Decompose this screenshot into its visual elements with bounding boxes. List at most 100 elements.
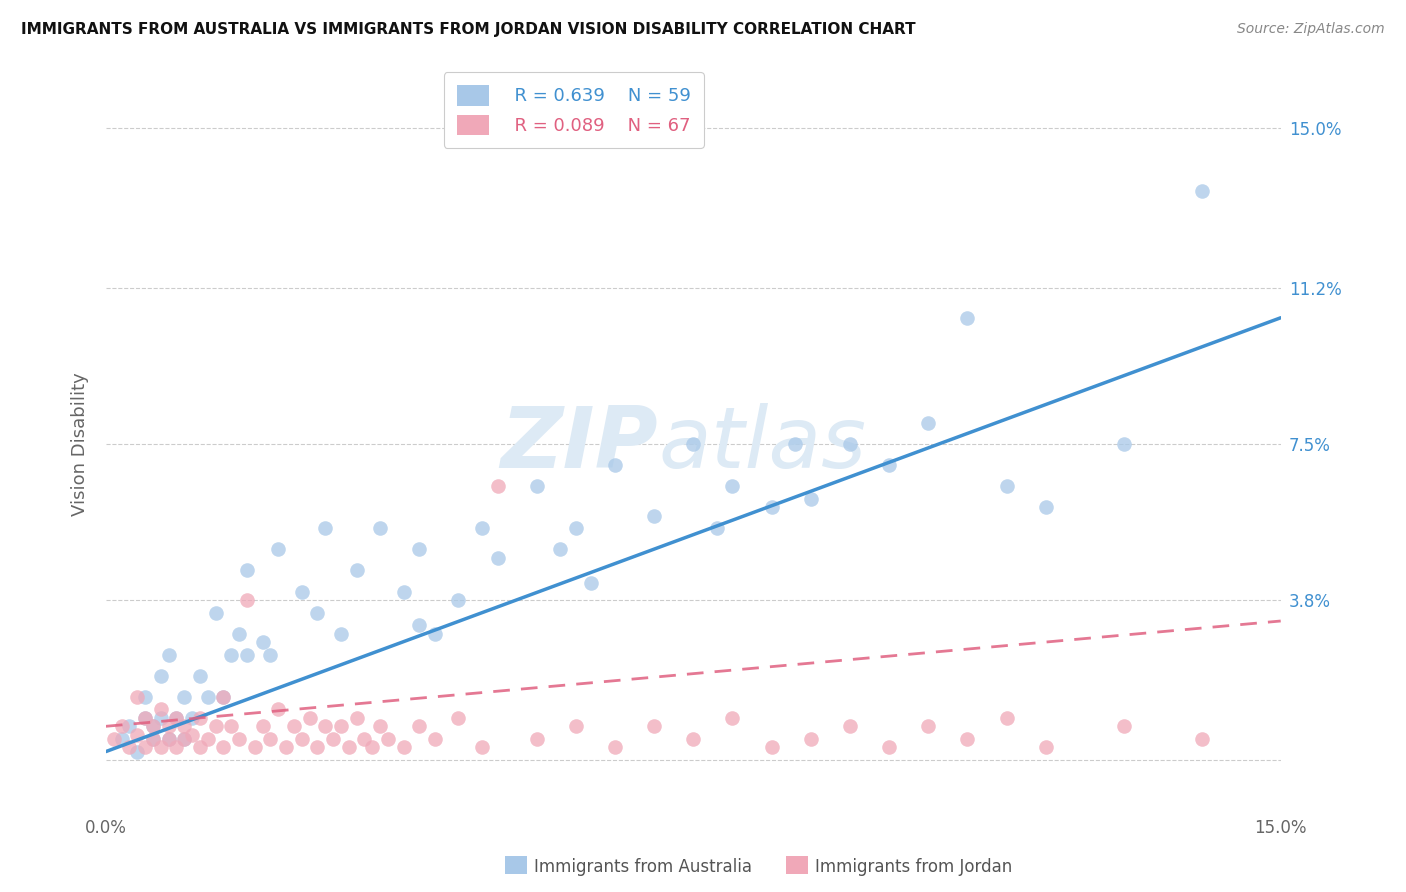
Point <box>721 711 744 725</box>
Point <box>643 719 665 733</box>
Text: atlas: atlas <box>658 402 866 485</box>
Point <box>197 731 219 746</box>
Point <box>329 626 352 640</box>
Point <box>188 711 211 725</box>
Point <box>329 719 352 733</box>
Point <box>228 626 250 640</box>
Point <box>408 542 430 557</box>
Text: Immigrants from Jordan: Immigrants from Jordan <box>815 858 1012 876</box>
Point <box>173 731 195 746</box>
Point <box>134 690 156 704</box>
Point <box>800 491 823 506</box>
Point <box>204 719 226 733</box>
Point <box>127 690 149 704</box>
Point <box>408 618 430 632</box>
Point <box>917 719 939 733</box>
Point <box>877 740 900 755</box>
Point <box>149 740 172 755</box>
Point <box>603 458 626 472</box>
Point <box>110 731 132 746</box>
Point <box>173 690 195 704</box>
Legend:   R = 0.639    N = 59,   R = 0.089    N = 67: R = 0.639 N = 59, R = 0.089 N = 67 <box>444 72 704 148</box>
Point <box>142 719 165 733</box>
Point <box>181 728 204 742</box>
Point <box>761 500 783 515</box>
Point <box>314 521 336 535</box>
Point <box>1191 731 1213 746</box>
Point <box>197 690 219 704</box>
Point <box>134 711 156 725</box>
Point <box>314 719 336 733</box>
Point <box>165 711 187 725</box>
Point <box>283 719 305 733</box>
Point <box>173 719 195 733</box>
Point <box>565 719 588 733</box>
Point <box>581 576 603 591</box>
Point <box>157 731 180 746</box>
Point <box>236 564 259 578</box>
Point <box>392 740 415 755</box>
Point <box>165 711 187 725</box>
Point <box>236 648 259 662</box>
Point <box>995 479 1018 493</box>
Point <box>118 740 141 755</box>
Point <box>346 564 368 578</box>
Point <box>486 550 509 565</box>
Point <box>995 711 1018 725</box>
Point <box>149 702 172 716</box>
Point <box>118 719 141 733</box>
Point <box>956 731 979 746</box>
Point <box>149 711 172 725</box>
Point <box>142 731 165 746</box>
Point <box>471 521 494 535</box>
Text: Immigrants from Australia: Immigrants from Australia <box>534 858 752 876</box>
Point <box>353 731 375 746</box>
Point <box>322 731 344 746</box>
Point <box>447 711 470 725</box>
Point <box>643 508 665 523</box>
Text: ZIP: ZIP <box>501 402 658 485</box>
Point <box>243 740 266 755</box>
Point <box>259 731 281 746</box>
Text: Source: ZipAtlas.com: Source: ZipAtlas.com <box>1237 22 1385 37</box>
Point <box>392 584 415 599</box>
Point <box>471 740 494 755</box>
Point <box>526 479 548 493</box>
Point <box>346 711 368 725</box>
Point <box>307 606 329 620</box>
Point <box>204 606 226 620</box>
Point <box>165 740 187 755</box>
Point <box>188 669 211 683</box>
Point <box>103 731 125 746</box>
Point <box>917 416 939 430</box>
Point <box>408 719 430 733</box>
Point <box>682 437 704 451</box>
Point <box>1035 740 1057 755</box>
Point <box>337 740 360 755</box>
Point <box>423 731 446 746</box>
Point <box>252 635 274 649</box>
Point <box>1191 185 1213 199</box>
Point <box>800 731 823 746</box>
Point <box>157 648 180 662</box>
Point <box>212 690 235 704</box>
Point <box>291 584 314 599</box>
Point <box>127 745 149 759</box>
Point <box>149 669 172 683</box>
Point <box>134 711 156 725</box>
Point <box>291 731 314 746</box>
Point <box>839 719 862 733</box>
Point <box>134 740 156 755</box>
Text: IMMIGRANTS FROM AUSTRALIA VS IMMIGRANTS FROM JORDAN VISION DISABILITY CORRELATIO: IMMIGRANTS FROM AUSTRALIA VS IMMIGRANTS … <box>21 22 915 37</box>
Point <box>1035 500 1057 515</box>
Point <box>877 458 900 472</box>
Point <box>236 593 259 607</box>
Point <box>361 740 384 755</box>
Point <box>682 731 704 746</box>
Point <box>127 728 149 742</box>
Point <box>423 626 446 640</box>
Point <box>307 740 329 755</box>
Point <box>142 731 165 746</box>
Point <box>274 740 297 755</box>
Point <box>142 719 165 733</box>
